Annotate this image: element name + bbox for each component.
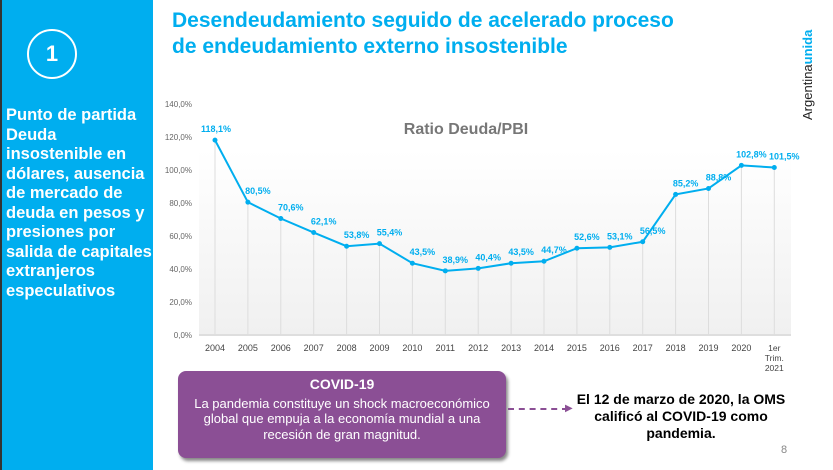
data-label: 40,4% [475, 252, 501, 262]
data-point [607, 244, 613, 250]
data-point [212, 137, 218, 143]
y-tick-label: 60,0% [169, 232, 192, 241]
data-label: 70,6% [278, 203, 304, 213]
dashed-arrow [508, 408, 568, 410]
data-label: 44,7% [541, 245, 567, 255]
y-tick-label: 100,0% [165, 166, 192, 175]
covid-heading: COVID-19 [309, 376, 375, 392]
data-point [475, 265, 481, 271]
x-tick-label: 2011 [436, 343, 455, 353]
y-tick-label: 80,0% [169, 199, 192, 208]
x-tick-label: 2015 [567, 343, 587, 353]
data-point [344, 243, 350, 249]
x-tick-label: 2012 [468, 343, 488, 353]
data-point [541, 258, 547, 264]
data-point [640, 239, 646, 245]
pandemic-note: El 12 de marzo de 2020, la OMS calificó … [576, 391, 786, 441]
x-tick-label: 2013 [501, 343, 521, 353]
x-tick-label: 2009 [369, 343, 389, 353]
x-tick-label: 2020 [731, 343, 751, 353]
x-tick-label: 2006 [271, 343, 291, 353]
data-label: 38,9% [443, 255, 469, 265]
x-tick-label: 1er Trim. 2021 [765, 343, 784, 373]
sidebar-text: Punto de partida Deuda insostenible en d… [6, 106, 152, 300]
data-point [245, 199, 251, 205]
x-tick-label: 2004 [205, 343, 225, 353]
data-label: 43,5% [410, 247, 436, 257]
data-point [706, 185, 711, 191]
data-point [771, 165, 777, 171]
sidebar-panel: 1 Punto de partida Deuda insostenible en… [0, 0, 153, 470]
covid-box: COVID-19 La pandemia constituye un shock… [178, 371, 506, 458]
data-label: 85,2% [673, 178, 699, 188]
x-tick-label: 2008 [337, 343, 357, 353]
data-label: 43,5% [508, 247, 534, 257]
x-tick-label: 2019 [698, 343, 718, 353]
page-number: 8 [781, 444, 788, 456]
x-tick-label: 2014 [534, 343, 554, 353]
data-label: 52,6% [574, 232, 600, 242]
data-point [278, 216, 284, 222]
page-title: Desendeudamiento seguido de acelerado pr… [172, 8, 674, 60]
data-label: 62,1% [311, 217, 337, 227]
covid-body: La pandemia constituye un shock macroeco… [194, 395, 490, 442]
x-tick-label: 2016 [600, 343, 620, 353]
x-tick-label: 2007 [304, 343, 324, 353]
data-point [574, 245, 580, 251]
data-point [377, 241, 382, 247]
data-label: 80,5% [245, 186, 271, 196]
data-label: 118,1% [201, 124, 231, 134]
x-tick-label: 2010 [402, 343, 422, 353]
data-point [409, 260, 415, 266]
y-tick-label: 120,0% [165, 133, 192, 142]
arrowhead-icon: ▶ [565, 403, 573, 414]
y-tick-label: 40,0% [169, 265, 192, 274]
plot-background [199, 150, 791, 336]
x-tick-label: 2018 [666, 343, 686, 353]
title-line-1: Desendeudamiento seguido de acelerado pr… [172, 9, 674, 32]
y-tick-label: 20,0% [169, 298, 192, 307]
data-point [508, 260, 514, 266]
data-label: 53,8% [344, 230, 370, 240]
step-number-badge: 1 [27, 29, 77, 79]
data-label: 101,5% [769, 152, 800, 162]
x-tick-label: 2005 [238, 343, 258, 353]
data-label: 56,5% [640, 226, 666, 236]
x-tick-label: 2017 [633, 343, 653, 353]
title-line-2: de endeudamiento externo insostenible [172, 35, 568, 58]
data-point [311, 230, 317, 236]
data-point [442, 268, 448, 274]
y-tick-label: 140,0% [165, 100, 192, 109]
data-point [673, 191, 679, 197]
data-label: 55,4% [377, 228, 403, 238]
y-tick-label: 0,0% [174, 331, 192, 340]
data-label: 102,8% [736, 149, 767, 159]
data-label: 53,1% [607, 231, 633, 241]
data-label: 88,8% [706, 172, 732, 182]
data-point [738, 162, 744, 168]
chart-title: Ratio Deuda/PBI [404, 121, 528, 138]
series-line [214, 139, 775, 272]
